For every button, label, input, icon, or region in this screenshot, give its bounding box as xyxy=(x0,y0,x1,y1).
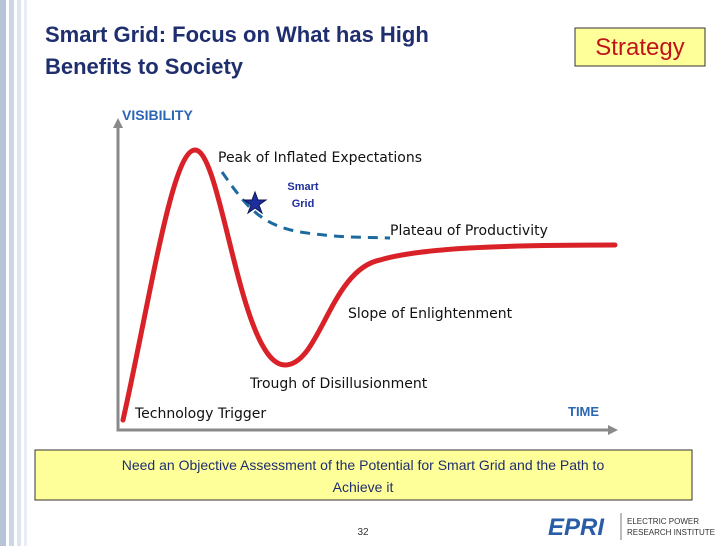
logo: EPRI xyxy=(548,514,605,541)
callout-box xyxy=(34,449,693,501)
x-axis-label: TIME xyxy=(568,404,599,419)
phase-label: Peak of Inflated Expectations xyxy=(218,150,422,166)
phase-label: Slope of Enlightenment xyxy=(348,306,513,322)
axes xyxy=(116,125,610,432)
title: Benefits to Society xyxy=(45,54,244,79)
badge-box xyxy=(574,27,706,67)
logo-text: ELECTRIC POWER xyxy=(627,517,699,526)
side-stripes xyxy=(0,0,27,546)
y-axis-label: VISIBILITY xyxy=(122,107,193,123)
hype-cycle: VISIBILITY TIME Smart Grid Peak of Infla… xyxy=(113,107,618,435)
title: Smart Grid: Focus on What has High xyxy=(45,22,429,47)
page-number: 32 xyxy=(357,527,369,538)
star xyxy=(242,190,268,215)
curve xyxy=(120,147,618,423)
callout: Achieve it xyxy=(333,479,394,495)
marker-label: Smart xyxy=(287,181,319,193)
marker-label: Grid xyxy=(292,198,315,210)
phase-label: Plateau of Productivity xyxy=(390,223,548,239)
phase-label: Trough of Disillusionment xyxy=(249,376,428,392)
badge: Strategy xyxy=(595,34,684,61)
callout: Need an Objective Assessment of the Pote… xyxy=(122,457,605,473)
logo-text: RESEARCH INSTITUTE xyxy=(627,528,715,537)
phase-label: Technology Trigger xyxy=(134,406,266,422)
